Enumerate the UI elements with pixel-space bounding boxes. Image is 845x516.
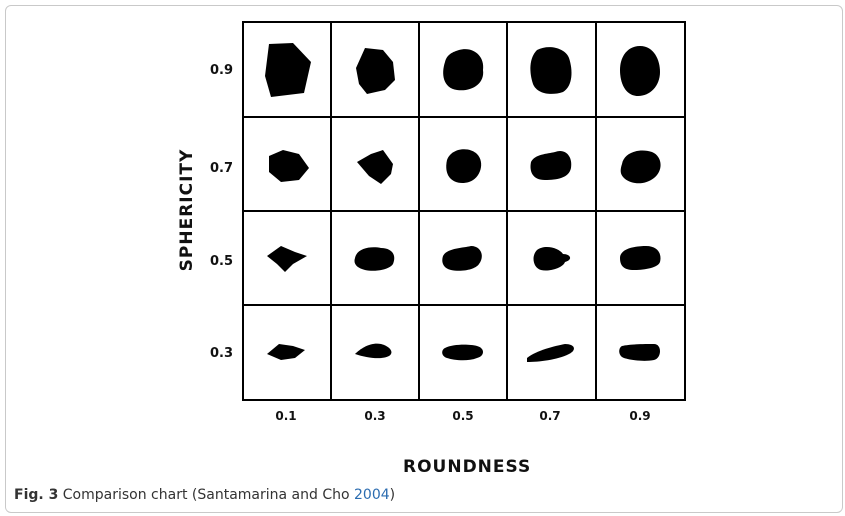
- particle-s0.7-r0.7: [530, 150, 572, 180]
- x-tick-0.7: 0.7: [539, 409, 561, 423]
- y-tick-0.5: 0.5: [209, 254, 233, 269]
- x-tick-0.9: 0.9: [629, 409, 651, 423]
- caption-text: Comparison chart (Santamarina and Cho: [62, 487, 354, 503]
- particle-s0.9-r0.3: [356, 48, 395, 94]
- particle-s0.3-r0.1: [267, 344, 305, 360]
- particle-s0.5-r0.5: [442, 246, 482, 271]
- particle-s0.3-r0.3: [355, 343, 392, 359]
- particle-s0.5-r0.9: [620, 246, 661, 270]
- y-tick-0.7: 0.7: [209, 161, 233, 176]
- particle-s0.9-r0.9: [620, 46, 660, 96]
- x-tick-0.5: 0.5: [452, 409, 474, 423]
- particle-s0.7-r0.9: [620, 150, 661, 184]
- chart-grid: [242, 21, 686, 401]
- figure-frame: [5, 5, 843, 513]
- caption-label: Fig. 3: [14, 487, 59, 503]
- particle-s0.5-r0.7: [533, 247, 571, 271]
- particle-s0.3-r0.9: [619, 344, 660, 361]
- particle-s0.3-r0.7: [527, 344, 574, 362]
- particle-s0.9-r0.5: [443, 49, 484, 91]
- y-tick-0.9: 0.9: [209, 63, 233, 78]
- x-tick-0.1: 0.1: [275, 409, 297, 423]
- particle-s0.5-r0.1: [267, 246, 307, 272]
- particle-s0.3-r0.5: [442, 344, 483, 361]
- particle-s0.5-r0.3: [354, 247, 395, 271]
- particle-s0.7-r0.5: [446, 149, 482, 184]
- caption-year-link[interactable]: 2004: [354, 487, 390, 503]
- x-axis-label: ROUNDNESS: [403, 457, 532, 477]
- particle-s0.9-r0.7: [530, 47, 572, 94]
- particle-shapes: [265, 43, 661, 362]
- particle-s0.9-r0.1: [265, 43, 311, 97]
- particle-s0.7-r0.3: [357, 150, 393, 184]
- x-tick-0.3: 0.3: [364, 409, 386, 423]
- particle-s0.7-r0.1: [269, 150, 309, 182]
- y-tick-0.3: 0.3: [209, 346, 233, 361]
- caption-close: ): [389, 487, 396, 503]
- figure-caption: Fig. 3 Comparison chart (Santamarina and…: [14, 487, 395, 503]
